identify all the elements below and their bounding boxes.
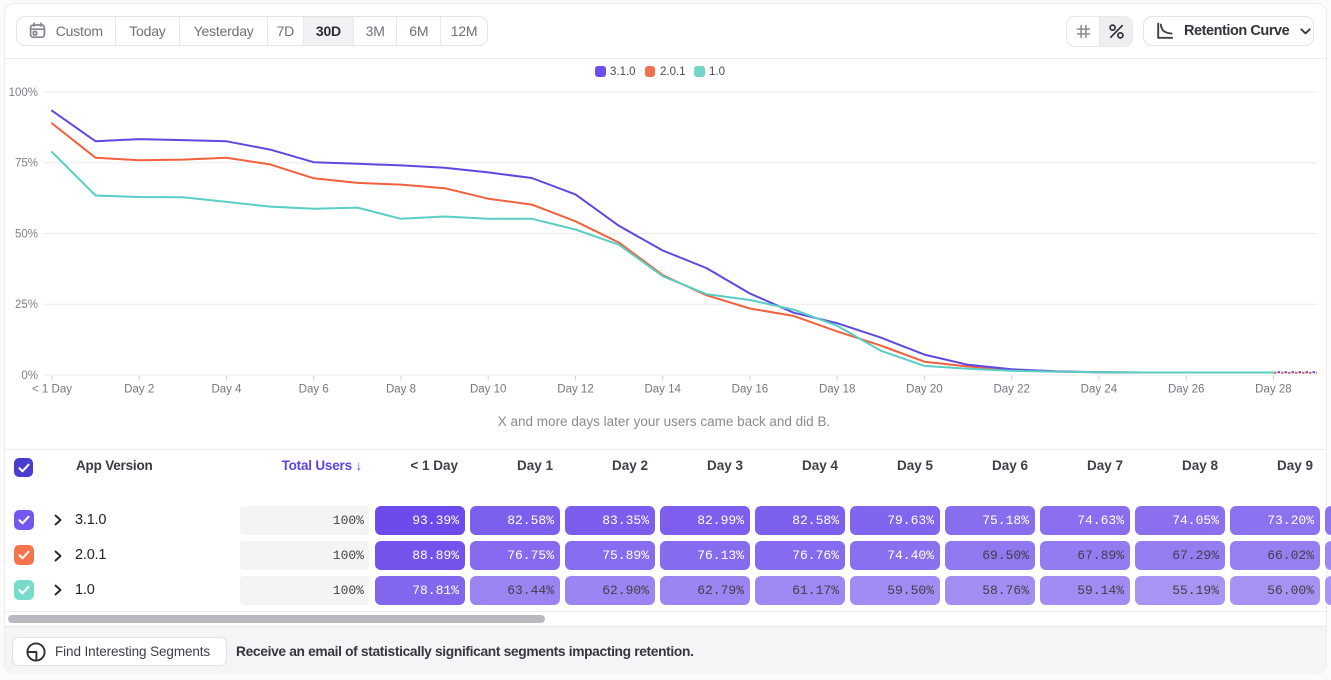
svg-text:Day 22: Day 22 (993, 384, 1029, 396)
svg-text:Day 4: Day 4 (211, 384, 242, 396)
svg-text:0%: 0% (21, 370, 38, 382)
svg-text:Day 2: Day 2 (124, 384, 154, 396)
svg-text:< 1 Day: < 1 Day (32, 384, 72, 396)
svg-text:Day 26: Day 26 (1168, 384, 1204, 396)
svg-text:100%: 100% (9, 87, 38, 99)
svg-text:Day 16: Day 16 (732, 384, 768, 396)
svg-text:Day 10: Day 10 (470, 384, 506, 396)
svg-text:Day 14: Day 14 (644, 384, 681, 396)
svg-text:50%: 50% (15, 228, 38, 240)
svg-text:Day 6: Day 6 (299, 384, 329, 396)
svg-text:Day 24: Day 24 (1081, 384, 1118, 396)
svg-text:Day 18: Day 18 (819, 384, 855, 396)
svg-text:75%: 75% (15, 158, 38, 170)
svg-text:Day 12: Day 12 (557, 384, 593, 396)
svg-text:Day 28: Day 28 (1255, 384, 1291, 396)
svg-text:Day 20: Day 20 (906, 384, 942, 396)
svg-text:Day 8: Day 8 (386, 384, 416, 396)
svg-text:25%: 25% (15, 299, 38, 311)
